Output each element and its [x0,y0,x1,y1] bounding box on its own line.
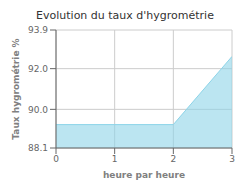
svg-text:93.9: 93.9 [28,25,48,35]
svg-text:heure par heure: heure par heure [103,170,185,180]
svg-text:88.1: 88.1 [28,143,48,153]
svg-text:Taux hygrométrie %: Taux hygrométrie % [11,38,21,139]
html-text:Evolution du taux d'hygrométri: Evolution du taux d'hygrométrie [36,9,214,22]
svg-text:2: 2 [170,154,176,164]
svg-text:0: 0 [53,154,59,164]
svg-text:90.0: 90.0 [28,105,48,115]
svg-text:92.0: 92.0 [28,64,48,74]
svg-text:3: 3 [229,154,235,164]
svg-text:1: 1 [112,154,118,164]
